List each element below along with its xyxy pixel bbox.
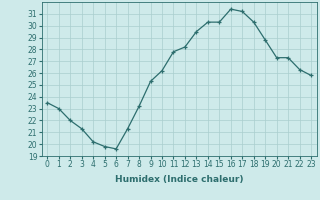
X-axis label: Humidex (Indice chaleur): Humidex (Indice chaleur) — [115, 175, 244, 184]
